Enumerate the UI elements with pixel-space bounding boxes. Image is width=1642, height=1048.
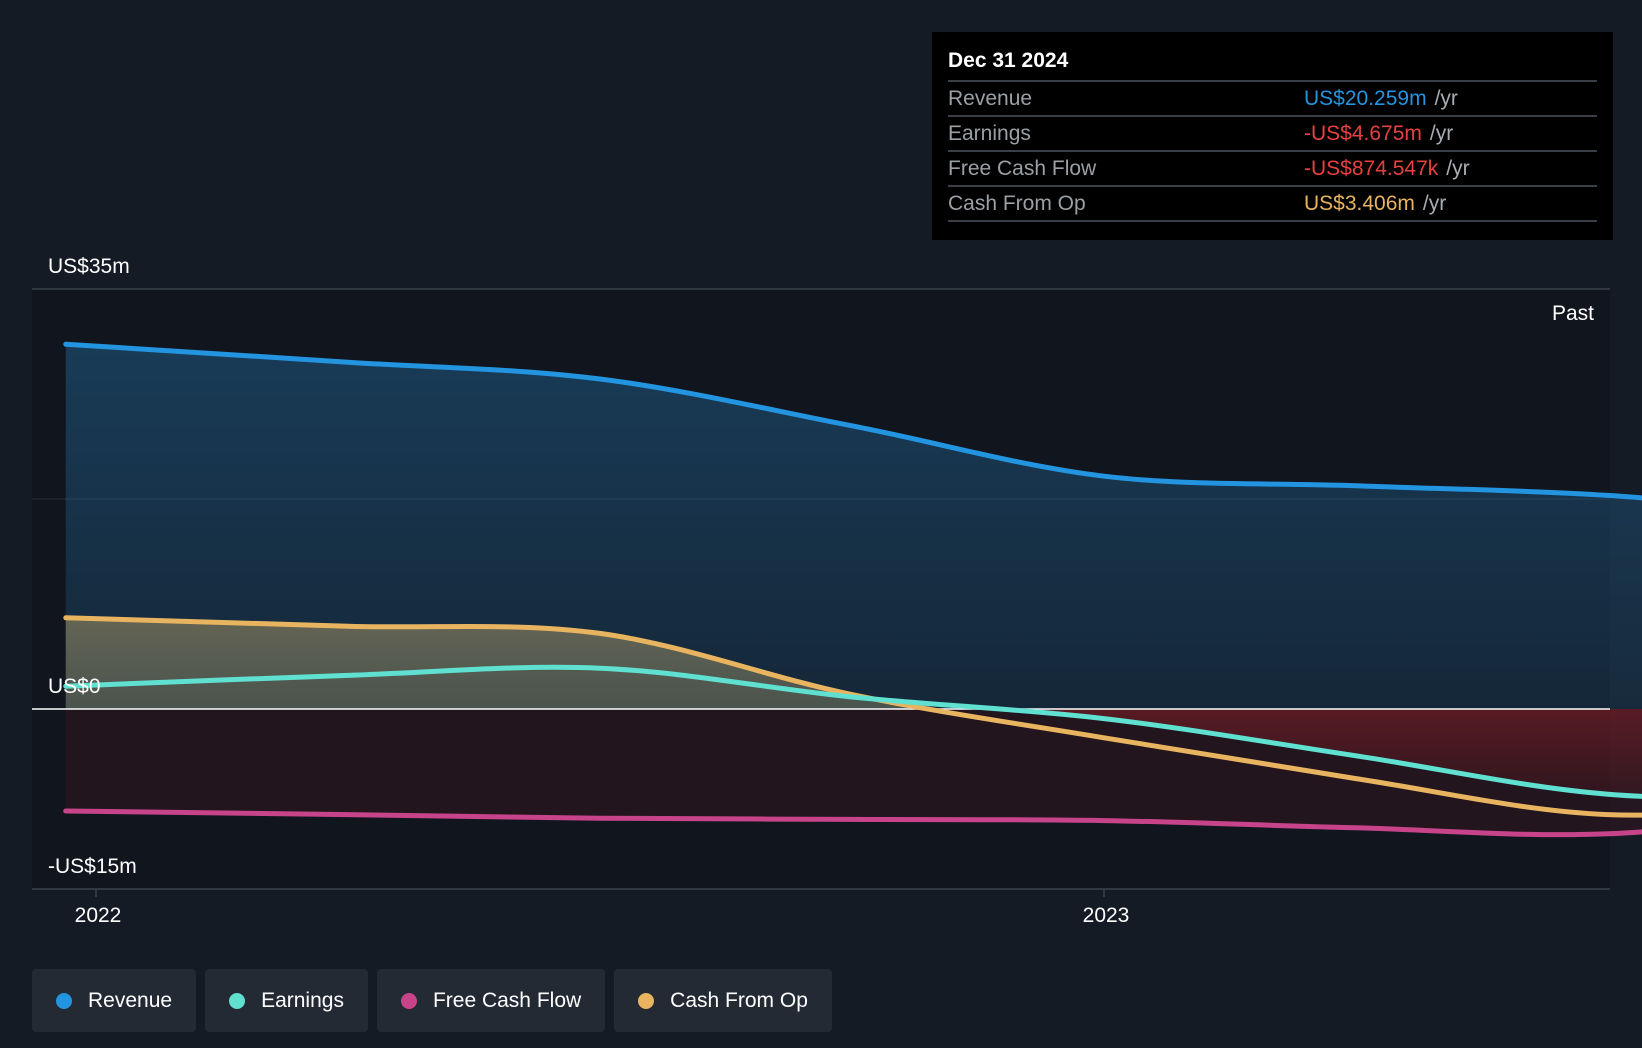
earnings-line <box>63 664 1642 799</box>
tooltip-row-earnings: Earnings -US$4.675m /yr <box>948 117 1597 152</box>
tooltip-value: -US$4.675m <box>1304 122 1422 145</box>
legend-item-cash-from-op[interactable]: Cash From Op <box>614 969 832 1032</box>
legend-item-free-cash-flow[interactable]: Free Cash Flow <box>376 969 606 1032</box>
tooltip-label: Revenue <box>948 87 1033 110</box>
y-tick-label: -US$15m <box>48 855 137 878</box>
legend-label: Free Cash Flow <box>432 988 582 1012</box>
x-tick-label: 2022 <box>75 904 122 927</box>
tooltip-date: Dec 31 2024 <box>948 46 1597 82</box>
tooltip-unit: /yr <box>1422 192 1447 215</box>
tooltip-label: Cash From Op <box>948 192 1086 215</box>
earnings-negative-area <box>65 709 1642 797</box>
past-label: Past <box>1552 302 1594 325</box>
revenue-line <box>63 341 1642 501</box>
tooltip-row-revenue: Revenue US$20.259m /yr <box>948 82 1597 117</box>
tooltip-value: US$20.259m <box>1304 87 1427 110</box>
cash-from-op-line <box>63 615 1642 818</box>
tooltip-label: Earnings <box>948 122 1031 145</box>
legend-label: Earnings <box>261 988 344 1012</box>
legend-dot-icon <box>229 992 246 1009</box>
legend: Revenue Earnings Free Cash Flow Cash Fro… <box>32 969 841 1032</box>
tooltip-unit: /yr <box>1434 87 1458 110</box>
legend-item-earnings[interactable]: Earnings <box>205 969 368 1032</box>
y-tick-label: US$35m <box>48 255 130 278</box>
tooltip-panel: Dec 31 2024 Revenue US$20.259m /yr Earni… <box>932 32 1613 240</box>
legend-label: Cash From Op <box>670 988 808 1012</box>
tooltip-unit: /yr <box>1446 157 1470 180</box>
tooltip-value: US$3.406m <box>1304 192 1415 215</box>
revenue-area <box>65 344 1642 709</box>
legend-dot-icon <box>638 992 655 1009</box>
tooltip-row-cash-from-op: Cash From Op US$3.406m /yr <box>948 187 1597 222</box>
tooltip-label: Free Cash Flow <box>948 157 1097 180</box>
tooltip-unit: /yr <box>1429 122 1454 145</box>
cash-from-op-positive-area <box>65 617 1642 709</box>
legend-dot-icon <box>400 992 417 1009</box>
free-cash-flow-line <box>63 808 1642 838</box>
x-tick-label: 2023 <box>1083 904 1130 927</box>
tooltip-value: -US$874.547k <box>1304 157 1439 180</box>
legend-dot-icon <box>56 992 72 1009</box>
tooltip-row-free-cash-flow: Free Cash Flow -US$874.547k /yr <box>948 152 1597 187</box>
legend-item-revenue[interactable]: Revenue <box>32 969 197 1032</box>
legend-label: Revenue <box>88 988 173 1012</box>
y-tick-label: US$0 <box>48 675 101 698</box>
